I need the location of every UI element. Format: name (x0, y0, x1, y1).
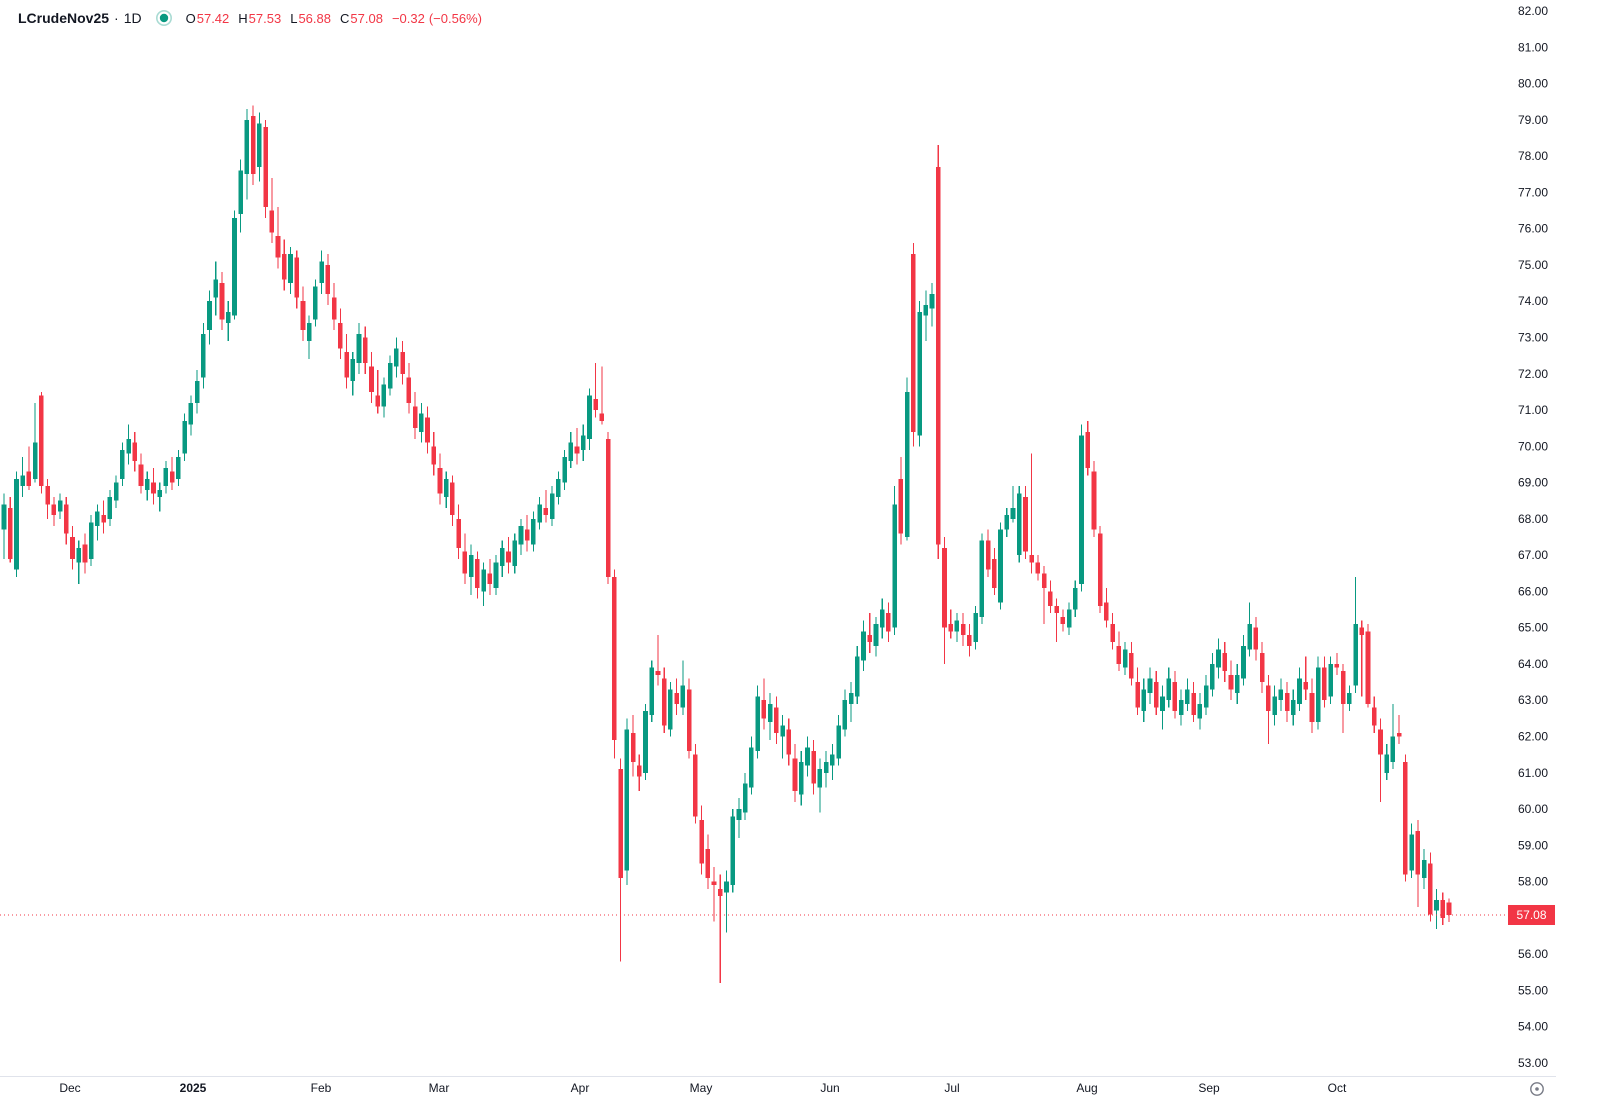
svg-text:62.00: 62.00 (1518, 730, 1548, 744)
market-status-dot-icon (155, 10, 172, 26)
svg-text:Dec: Dec (59, 1081, 80, 1095)
svg-text:May: May (690, 1081, 713, 1095)
close-label: C (340, 10, 350, 26)
svg-text:Mar: Mar (429, 1081, 450, 1095)
symbol-name: LCrudeNov25 (18, 10, 110, 26)
open-label: O (185, 10, 196, 26)
svg-text:80.00: 80.00 (1518, 77, 1548, 91)
svg-text:54.00: 54.00 (1518, 1020, 1548, 1034)
ohlc-readout: O 57.42 H 57.53 L 56.88 C 57.08 −0.32 (−0.56… (186, 11, 491, 26)
symbol-title[interactable]: LCrudeNov25 · 1D (18, 10, 142, 26)
svg-text:70.00: 70.00 (1518, 439, 1548, 453)
svg-text:73.00: 73.00 (1518, 330, 1548, 344)
svg-text:67.00: 67.00 (1518, 548, 1548, 562)
svg-text:68.00: 68.00 (1518, 512, 1548, 526)
svg-text:64.00: 64.00 (1518, 657, 1548, 671)
last-price-label: 57.08 (1508, 904, 1555, 925)
low-value: 56.88 (298, 10, 331, 26)
time-axis[interactable]: Dec 2025 Feb Mar Apr May Jun Jul Aug Sep Oct (0, 1076, 1556, 1096)
open-value: 57.42 (196, 10, 230, 26)
market-status-icon[interactable] (154, 8, 174, 28)
svg-text:78.00: 78.00 (1518, 149, 1548, 163)
svg-text:Apr: Apr (571, 1081, 590, 1095)
svg-text:61.00: 61.00 (1518, 766, 1548, 780)
high-label: H (238, 10, 248, 26)
svg-text:82.00: 82.00 (1518, 4, 1548, 18)
svg-text:Aug: Aug (1076, 1081, 1097, 1095)
svg-text:56.00: 56.00 (1518, 947, 1548, 961)
svg-text:57.08: 57.08 (1516, 908, 1546, 922)
high-value: 57.53 (248, 10, 282, 26)
svg-text:Sep: Sep (1198, 1081, 1220, 1095)
svg-text:Jul: Jul (944, 1081, 959, 1095)
svg-text:Oct: Oct (1328, 1081, 1347, 1095)
svg-text:59.00: 59.00 (1518, 838, 1548, 852)
close-value: 57.08 (350, 10, 383, 26)
svg-text:58.00: 58.00 (1518, 875, 1548, 889)
svg-text:71.00: 71.00 (1518, 403, 1548, 417)
svg-text:72.00: 72.00 (1518, 367, 1548, 381)
low-label: L (290, 10, 298, 26)
svg-text:76.00: 76.00 (1518, 222, 1548, 236)
svg-text:2025: 2025 (180, 1081, 207, 1095)
svg-text:53.00: 53.00 (1518, 1056, 1548, 1070)
price-axis[interactable]: 82.00 81.00 80.00 79.00 78.00 77.00 76.00 75.00… (1518, 4, 1548, 1070)
svg-text:69.00: 69.00 (1518, 476, 1548, 490)
axis-settings-icon[interactable] (1530, 1082, 1544, 1096)
svg-text:74.00: 74.00 (1518, 294, 1548, 308)
svg-text:65.00: 65.00 (1518, 621, 1548, 635)
svg-text:77.00: 77.00 (1518, 185, 1548, 199)
change-percent: (−0.56%) (428, 10, 482, 26)
svg-text:60.00: 60.00 (1518, 802, 1548, 816)
svg-text:63.00: 63.00 (1518, 693, 1548, 707)
svg-text:75.00: 75.00 (1518, 258, 1548, 272)
title-separator: · (114, 10, 119, 26)
candles-series (1, 105, 1452, 984)
svg-text:66.00: 66.00 (1518, 584, 1548, 598)
svg-text:Jun: Jun (820, 1081, 839, 1095)
change-value: −0.32 (391, 10, 425, 26)
symbol-info-bar: LCrudeNov25 · 1D O 57.42 H 57.53 L 56.88 C 57.… (18, 7, 491, 29)
svg-text:81.00: 81.00 (1518, 40, 1548, 54)
svg-text:55.00: 55.00 (1518, 983, 1548, 997)
svg-text:Feb: Feb (311, 1081, 332, 1095)
svg-text:79.00: 79.00 (1518, 113, 1548, 127)
symbol-interval: 1D (123, 10, 142, 26)
